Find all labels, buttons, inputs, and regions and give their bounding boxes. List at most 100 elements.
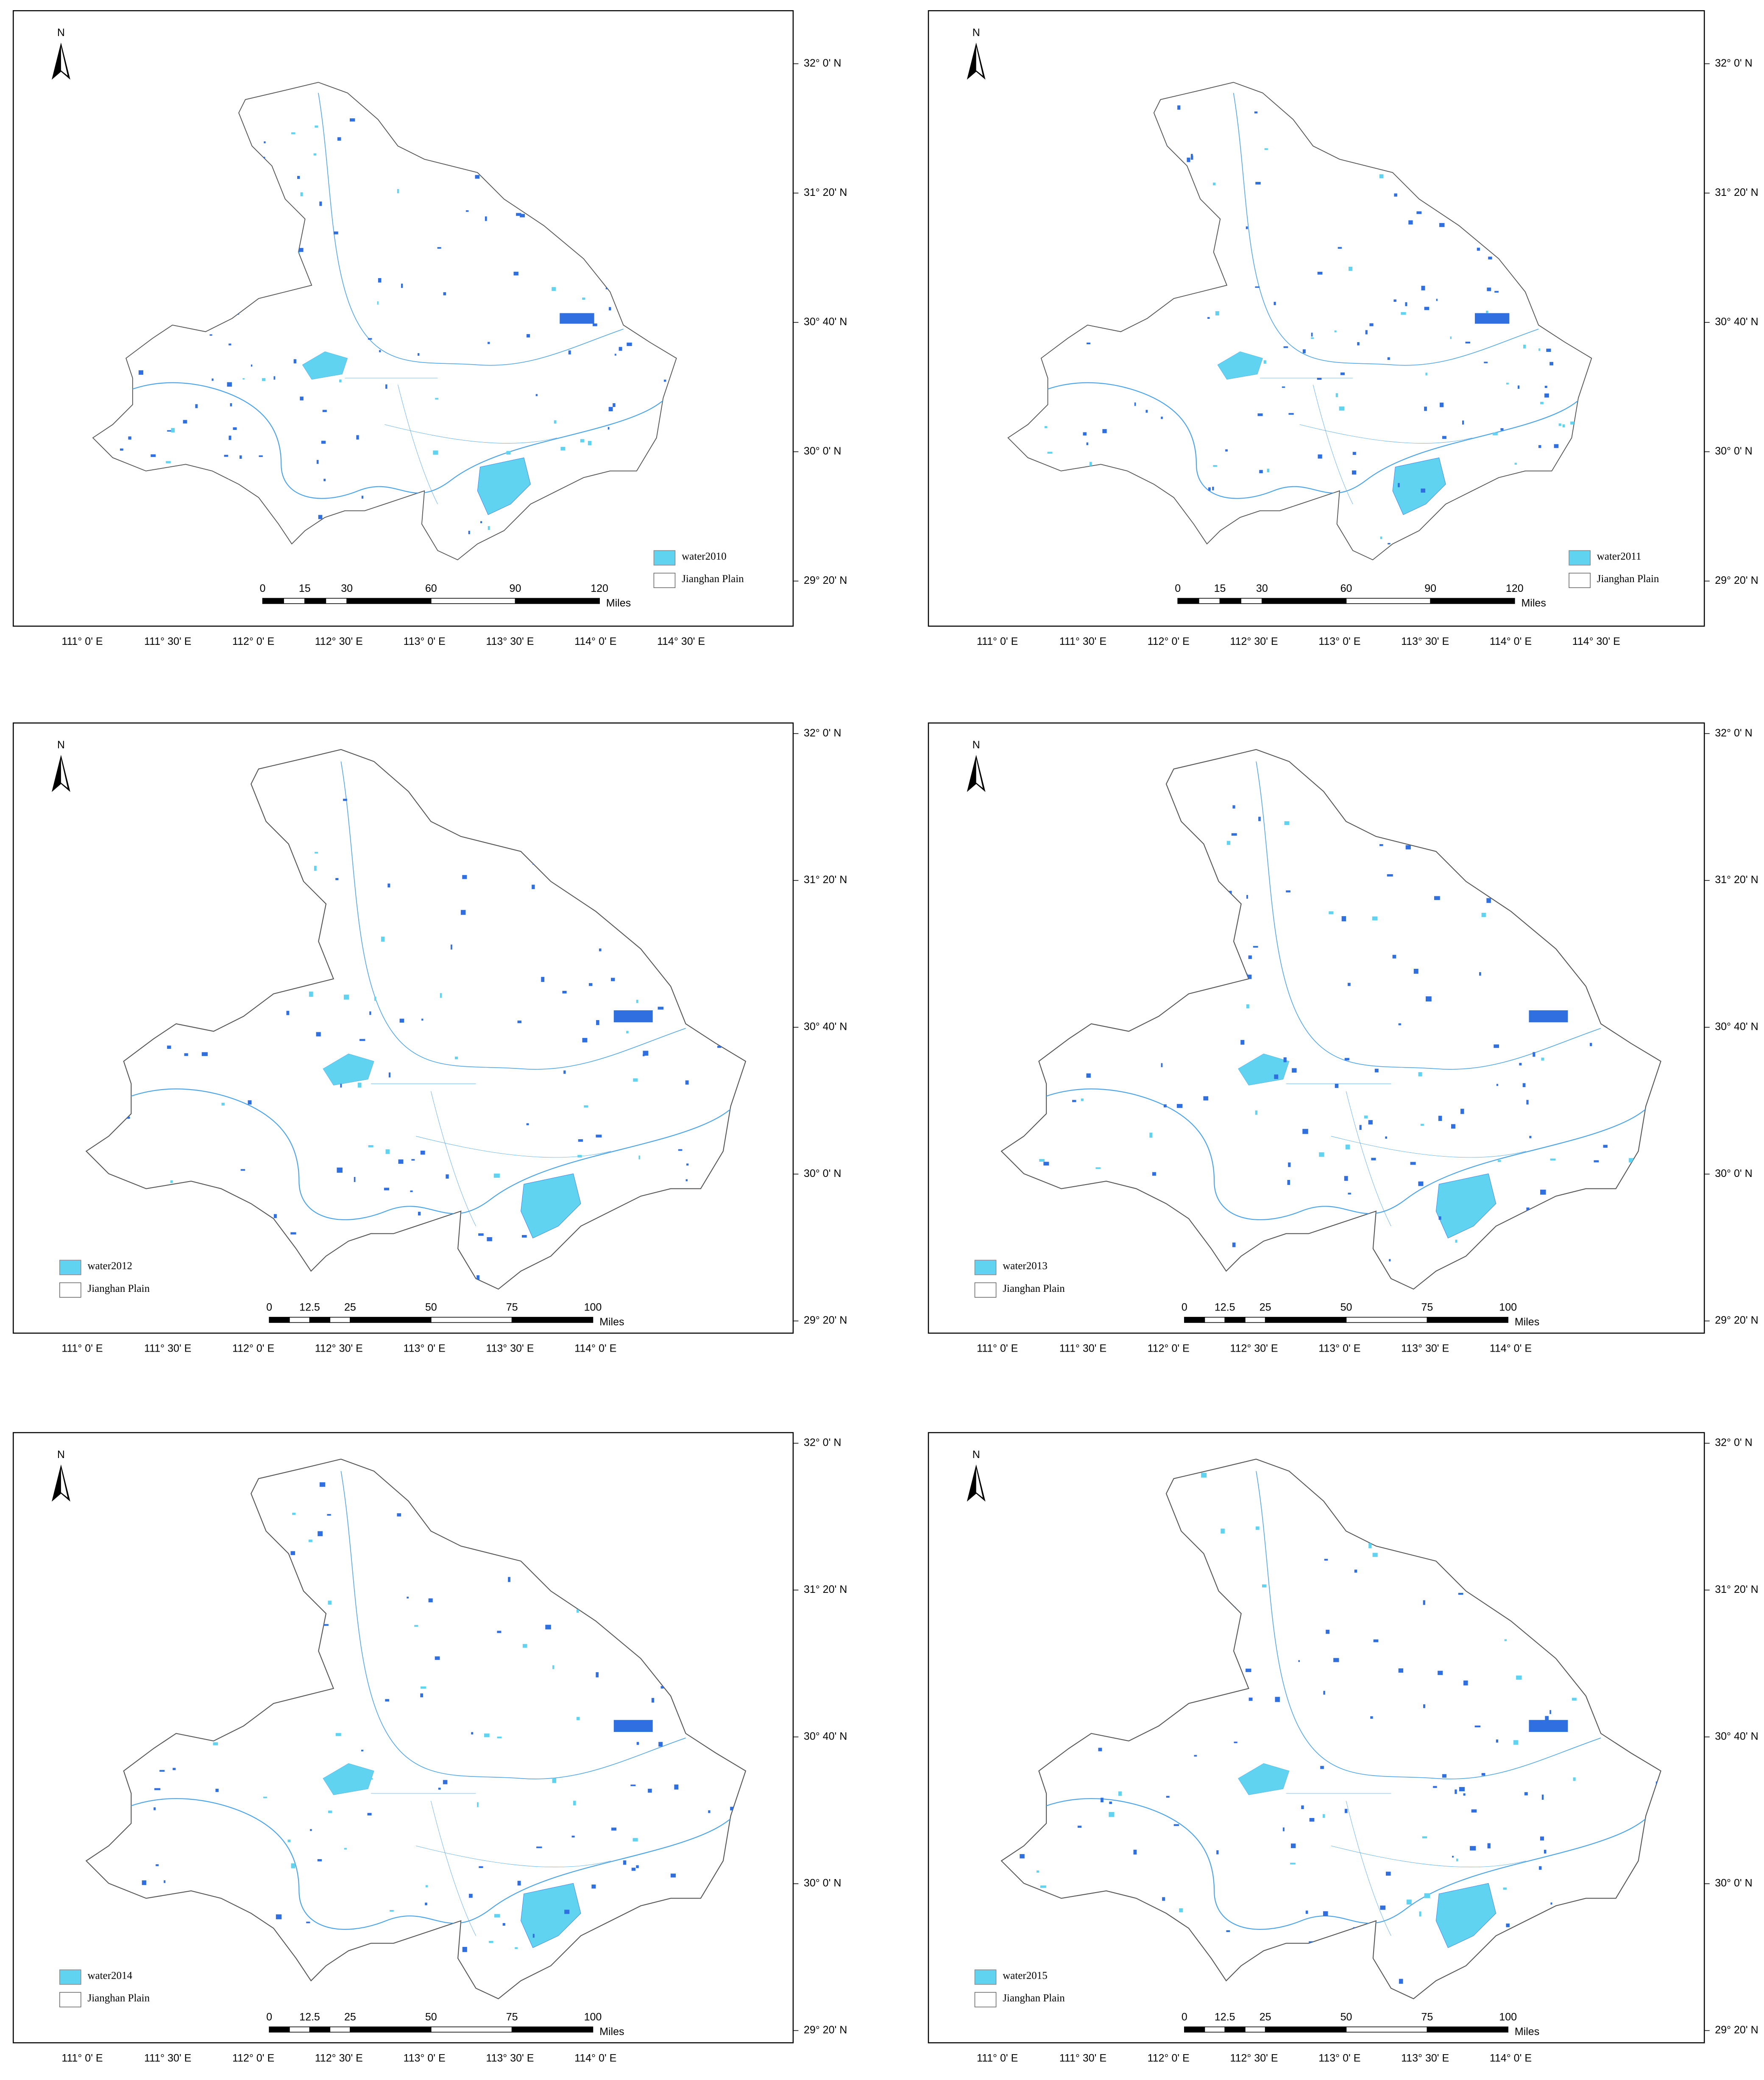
water-patch <box>1047 452 1053 454</box>
water-patch <box>571 1835 575 1837</box>
water-patch <box>1118 1791 1122 1796</box>
water-patch <box>420 1686 426 1689</box>
water-patch <box>487 801 492 805</box>
water-patch <box>517 1020 522 1023</box>
water-patch <box>1286 890 1291 892</box>
water-patch <box>1208 487 1211 491</box>
water-patch <box>638 1155 641 1160</box>
water-patch <box>515 1947 518 1949</box>
latitude-label: 30° 40' N <box>804 316 847 328</box>
longitude-label: 111° 30' E <box>144 1343 191 1355</box>
water-patch <box>385 1149 390 1154</box>
water-patch <box>596 1672 599 1678</box>
scale-segment <box>431 2026 513 2033</box>
water-patch <box>368 338 372 340</box>
water-patch <box>1020 780 1024 783</box>
water-patch <box>128 1466 131 1470</box>
water-patch <box>1099 750 1104 752</box>
water-patch <box>1594 1160 1599 1163</box>
water-patch <box>1019 190 1024 193</box>
water-patch <box>610 978 615 981</box>
water-patch <box>462 875 467 879</box>
water-patch <box>337 137 341 141</box>
water-patch <box>1098 540 1100 545</box>
water-patch <box>387 883 390 888</box>
water-patch <box>1232 805 1235 809</box>
water-patch <box>475 175 480 179</box>
water-patch <box>352 538 354 541</box>
scale-segment <box>325 598 347 604</box>
lake-honghu <box>1436 1174 1496 1238</box>
water-patch <box>1253 946 1258 948</box>
water-patch <box>528 753 534 756</box>
water-patch <box>1246 1668 1251 1672</box>
water-patch <box>687 1578 690 1582</box>
water-patch <box>657 1565 661 1568</box>
water-patch <box>1132 1990 1136 1996</box>
scale-segment <box>1240 598 1262 604</box>
water-patch <box>645 466 648 467</box>
water-patch <box>1087 343 1091 345</box>
scale-segment <box>1245 1317 1266 1323</box>
water-patch <box>1576 948 1578 950</box>
water-patch <box>125 1213 128 1217</box>
water-patch <box>322 1624 329 1626</box>
water-patch <box>104 1191 109 1195</box>
water-patch <box>1421 286 1425 290</box>
scale-label: 60 <box>1340 583 1352 594</box>
water-patch <box>526 1123 529 1126</box>
water-patch <box>1230 1606 1236 1609</box>
canal <box>1286 1793 1526 1936</box>
water-patch <box>674 1470 678 1475</box>
water-patch <box>1142 1215 1145 1218</box>
water-patch <box>658 1007 663 1010</box>
water-patch <box>379 350 381 352</box>
north-label: N <box>57 27 65 39</box>
water-patch <box>286 1011 290 1015</box>
water-patch <box>485 216 487 221</box>
water-patch <box>1120 1520 1126 1523</box>
water-patch <box>517 1881 521 1886</box>
water-patch <box>1282 1827 1285 1832</box>
latitude-label: 29° 20' N <box>804 574 847 586</box>
water-patch <box>591 1884 596 1889</box>
water-patch <box>608 427 610 430</box>
water-patch <box>164 1880 166 1883</box>
water-patch <box>1602 1922 1607 1926</box>
water-patch <box>1637 1590 1642 1595</box>
water-patch <box>149 1921 154 1925</box>
water-patch <box>1554 444 1559 448</box>
longitude-label: 111° 30' E <box>1059 636 1106 647</box>
water-patch <box>1460 1109 1464 1114</box>
water-patch <box>1405 302 1407 307</box>
water-patch <box>1387 357 1390 360</box>
longitude-label: 113° 30' E <box>486 636 534 647</box>
water-patch <box>1481 1773 1485 1776</box>
water-patch <box>307 1994 312 1999</box>
water-patch <box>1487 1843 1491 1849</box>
water-patch <box>158 1271 163 1276</box>
water-patch <box>732 1215 738 1218</box>
legend-plain-swatch <box>653 572 676 588</box>
water-patch <box>1423 1704 1425 1708</box>
water-patch <box>1405 121 1408 124</box>
legend-water-swatch <box>59 1969 81 1985</box>
water-patch <box>714 1230 717 1232</box>
water-patch <box>686 1163 689 1166</box>
water-patch <box>671 397 673 401</box>
water-patch <box>337 1167 343 1173</box>
water-patch <box>740 1996 746 1998</box>
water-patch <box>516 213 521 216</box>
water-patch <box>719 1643 722 1648</box>
water-patch <box>156 310 160 312</box>
water-patch <box>545 1625 551 1630</box>
water-patch <box>1255 1526 1260 1530</box>
water-patch <box>1094 775 1097 779</box>
water-patch <box>1481 912 1486 917</box>
water-patch <box>1010 1880 1014 1882</box>
water-patch <box>295 1975 301 1978</box>
water-patch <box>323 479 326 482</box>
water-patch <box>142 907 145 913</box>
